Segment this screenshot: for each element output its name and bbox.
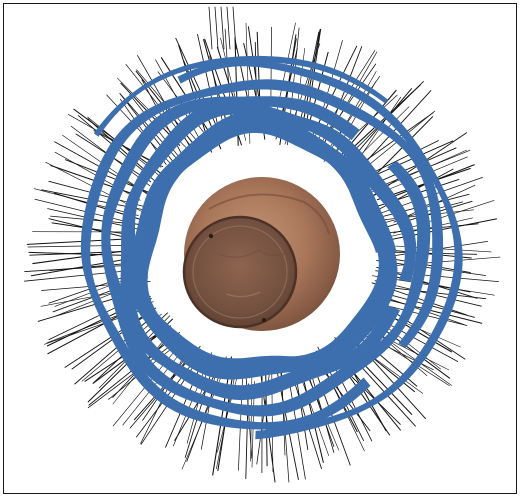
figure-frame: [3, 3, 517, 494]
camera-ray: [214, 6, 219, 50]
camera-ray: [226, 6, 231, 50]
camera-ray: [33, 188, 139, 216]
camera-ray: [208, 6, 213, 50]
camera-trajectory-bands: [80, 55, 463, 440]
camera-ray: [315, 40, 343, 137]
camera-trajectory-band: [93, 55, 389, 137]
camera-ray: [369, 116, 434, 182]
camera-ray: [220, 6, 225, 50]
camera-ray: [232, 6, 237, 50]
camera-ray: [175, 37, 223, 140]
camera-ray: [367, 177, 483, 218]
camera-ray: [364, 140, 454, 181]
camera-ray: [298, 31, 320, 130]
camera-ray: [359, 90, 432, 169]
camera-ray: [26, 238, 130, 245]
ceramic-pot-3d-model: [182, 177, 340, 331]
camera-ray: [295, 376, 309, 450]
camera-ray: [64, 159, 161, 198]
camera-ray: [51, 222, 134, 236]
camera-trajectory-diagram: [23, 6, 501, 483]
